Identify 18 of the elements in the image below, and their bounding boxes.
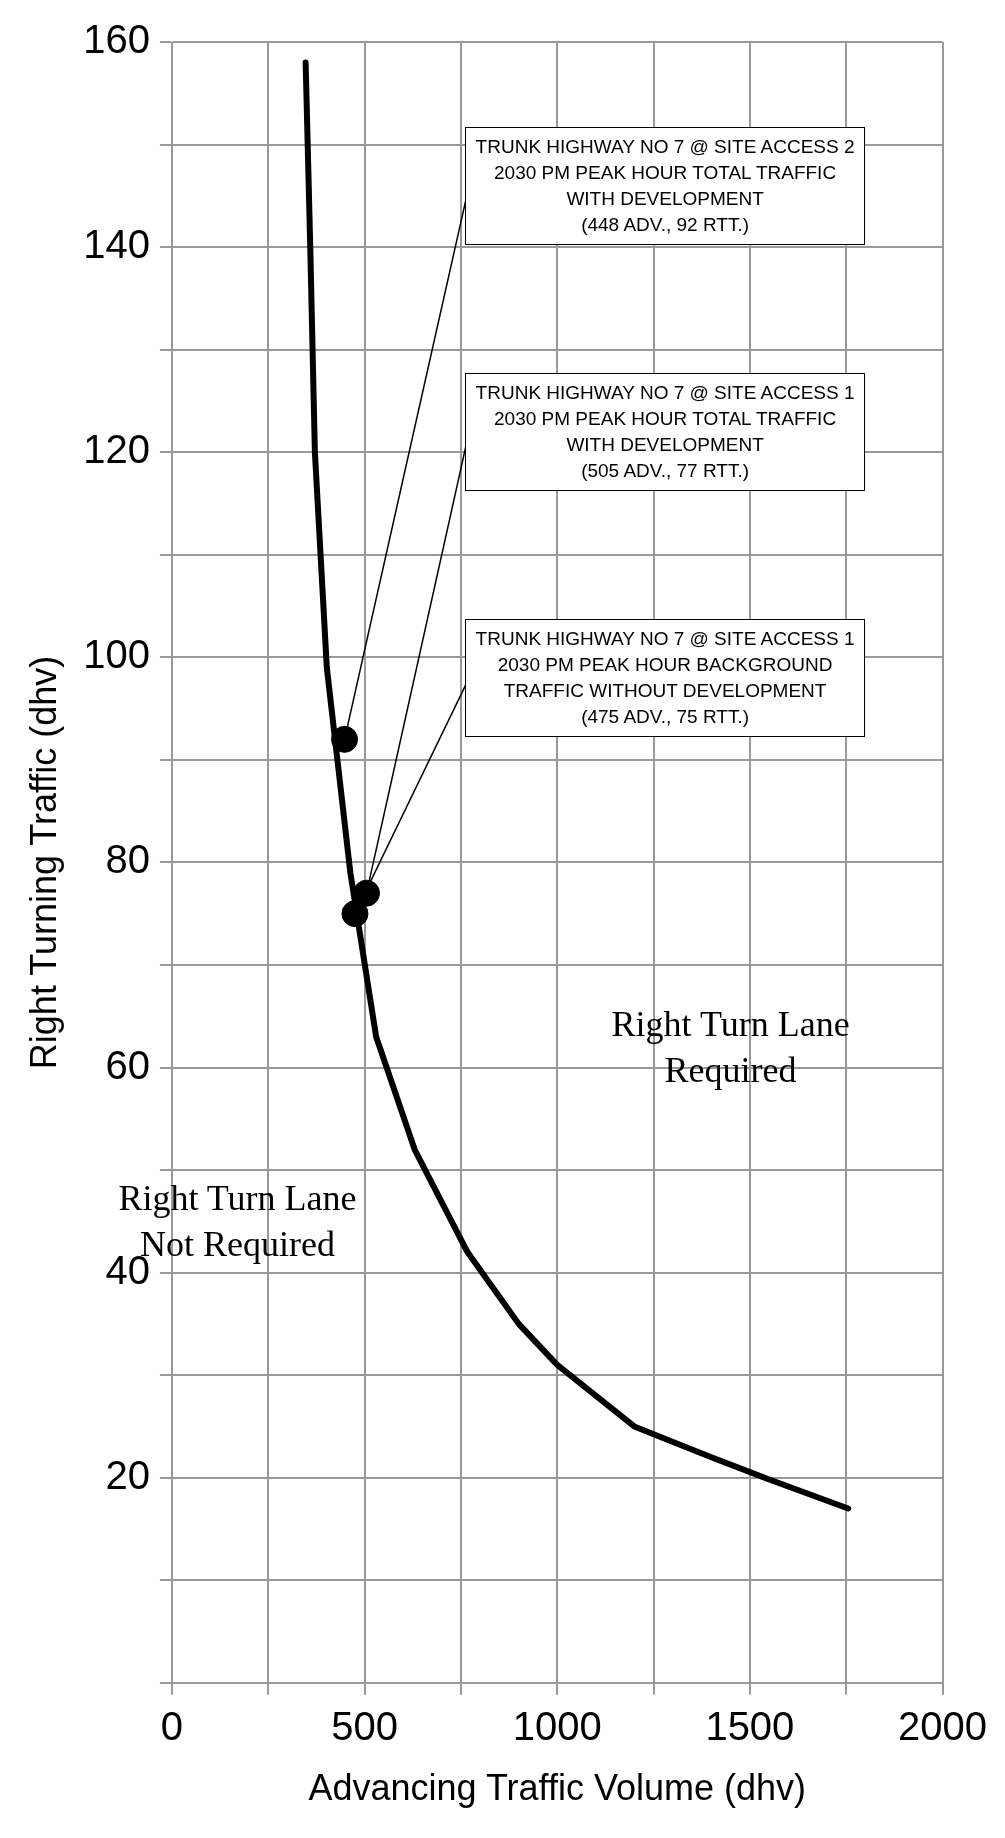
y-tick-label: 160 (83, 17, 150, 62)
y-tick-label: 140 (83, 222, 150, 267)
y-tick-label: 120 (83, 427, 150, 472)
y-tick-label: 100 (83, 632, 150, 677)
callout-box: TRUNK HIGHWAY NO 7 @ SITE ACCESS 1 2030 PM PEAK HOUR BACKGROUND TRAFFIC WITHOUT DEVELOPMENT (475 ADV., 75 RTT.) (465, 618, 866, 737)
y-tick-label: 20 (105, 1452, 150, 1497)
y-tick-label: 60 (105, 1042, 150, 1087)
callout-box: TRUNK HIGHWAY NO 7 @ SITE ACCESS 2 2030 PM PEAK HOUR TOTAL TRAFFIC WITH DEVELOPMENT (448 ADV., 92 RTT.) (465, 126, 866, 245)
x-tick-label: 500 (331, 1703, 398, 1748)
x-axis-title: Advancing Traffic Volume (dhv) (308, 1767, 807, 1809)
x-tick-label: 0 (160, 1703, 184, 1748)
x-tick-label: 1500 (705, 1703, 795, 1748)
x-tick-label: 2000 (898, 1703, 987, 1748)
y-axis-title: Right Turning Traffic (dhv) (22, 655, 64, 1070)
x-tick-label: 1000 (512, 1703, 602, 1748)
annotation: Right Turn Lane Required (610, 1003, 851, 1092)
callout-box: TRUNK HIGHWAY NO 7 @ SITE ACCESS 1 2030 PM PEAK HOUR TOTAL TRAFFIC WITH DEVELOPMENT (505 ADV., 77 RTT.) (465, 372, 866, 491)
y-tick-label: 80 (105, 837, 150, 882)
